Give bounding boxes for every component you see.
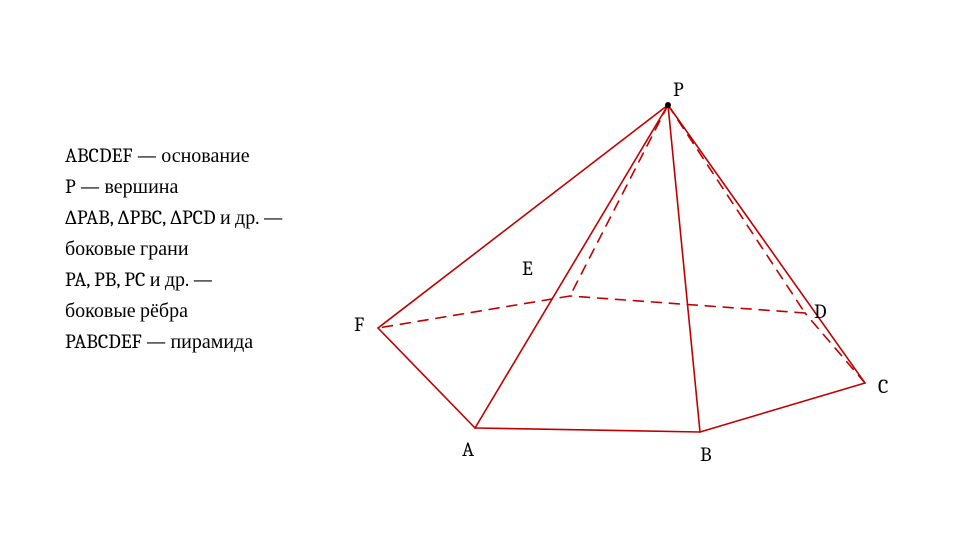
edge-FA xyxy=(378,328,475,428)
vertex-label-C: C xyxy=(878,375,888,398)
vertex-label-D: D xyxy=(814,300,827,323)
edge-PE xyxy=(570,105,668,296)
edge-PF xyxy=(378,105,668,328)
edge-AB xyxy=(475,428,700,432)
page-container: ABCDEF — основание P — вершина ∆PAB, ∆PB… xyxy=(0,0,960,540)
vertex-label-B: B xyxy=(700,443,712,466)
edge-PC xyxy=(668,105,865,383)
vertex-label-E: E xyxy=(522,257,533,280)
apex-dot xyxy=(665,102,671,108)
vertex-label-A: A xyxy=(462,438,474,461)
edge-PD xyxy=(668,105,805,313)
pyramid-diagram xyxy=(0,0,960,540)
edge-BC xyxy=(700,383,865,432)
edge-CD xyxy=(805,313,865,383)
edge-PA xyxy=(475,105,668,428)
edge-PB xyxy=(668,105,700,432)
vertex-label-F: F xyxy=(354,313,364,336)
edge-EF xyxy=(378,296,570,328)
vertex-label-P: P xyxy=(673,78,684,101)
